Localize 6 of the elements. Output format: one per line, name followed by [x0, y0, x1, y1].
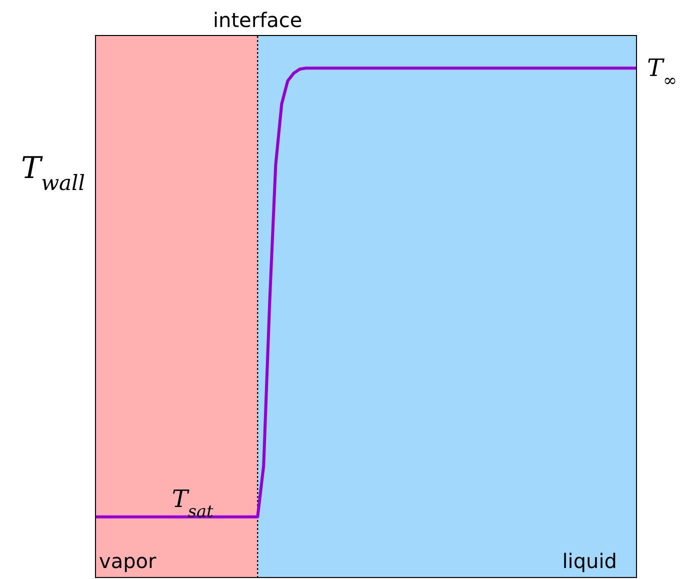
text: T$_{wall}$	[21, 151, 85, 196]
annotation: liquid	[562, 549, 617, 573]
annotation: vapor	[99, 549, 158, 573]
text: T$_{∞}$	[647, 54, 677, 90]
text: interface	[213, 8, 302, 32]
annotation: T$_{sat}$	[172, 484, 214, 521]
